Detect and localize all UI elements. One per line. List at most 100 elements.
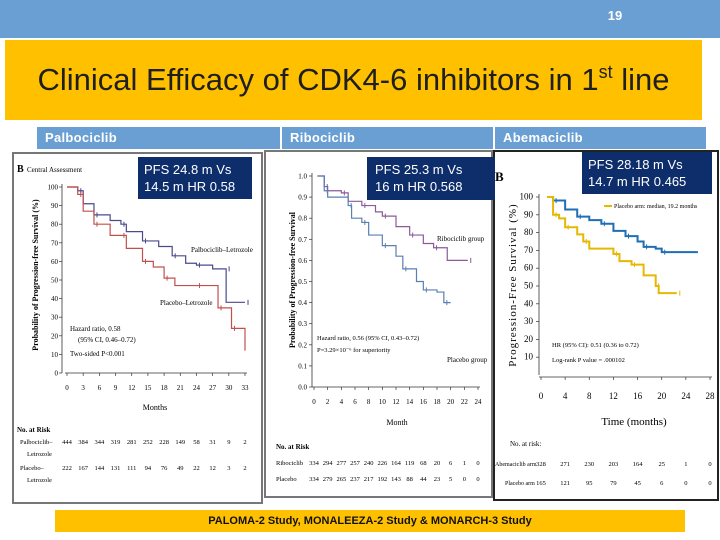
x-tick-label: 3 (81, 384, 85, 392)
pfs-summary-abemaciclib: PFS 28.18 m Vs 14.7 m HR 0.465 (582, 152, 712, 194)
x-tick-label: 27 (209, 384, 217, 392)
x-tick-label: 20 (447, 398, 455, 406)
at-risk-value: 12 (209, 465, 216, 472)
ribociclib-panel (264, 150, 493, 498)
x-tick-label: 4 (563, 391, 568, 401)
at-risk-value: 23 (434, 476, 441, 483)
at-risk-label: Ribociclib (276, 460, 303, 467)
at-risk-value: 265 (336, 476, 346, 483)
y-tick-label: 50 (524, 281, 534, 291)
at-risk-value: 165 (536, 480, 546, 487)
y-tick-label: 30 (51, 314, 59, 322)
x-tick-label: 16 (420, 398, 428, 406)
header-abemaciclib: Abemaciclib (495, 127, 706, 149)
at-risk-label: Placebo arm (505, 481, 535, 487)
at-risk-title: No. at risk: (510, 440, 541, 448)
at-risk-value: 164 (391, 460, 402, 467)
at-risk-value: 58 (193, 439, 200, 446)
y-tick-label: 70 (524, 245, 534, 255)
title-banner (5, 40, 702, 120)
at-risk-value: 131 (111, 465, 121, 472)
at-risk-value: 31 (209, 439, 216, 446)
at-risk-value: 0 (684, 480, 687, 487)
pfs-line: 14.7 m HR 0.465 (588, 174, 687, 189)
at-risk-value: 88 (406, 476, 413, 483)
y-tick-label: 60 (524, 263, 534, 273)
y-tick-label: 0.8 (298, 215, 307, 223)
x-tick-label: 28 (706, 391, 716, 401)
at-risk-value: 228 (159, 439, 169, 446)
km-curve-placebo (547, 196, 677, 295)
page-number: 19 (607, 8, 623, 23)
hr-text-1: Hazard ratio, 0.58 (70, 325, 121, 333)
x-tick-label: 6 (98, 384, 102, 392)
at-risk-value: 192 (377, 476, 387, 483)
x-tick-label: 24 (475, 398, 483, 406)
study-footer: PALOMA-2 Study, MONALEEZA-2 Study & MONA… (55, 510, 685, 532)
at-risk-value: 344 (94, 439, 105, 446)
header-palbociclib: Palbociclib (37, 127, 280, 149)
at-risk-value: 79 (610, 480, 617, 487)
y-tick-label: 0.0 (298, 384, 307, 392)
at-risk-value: 257 (350, 460, 361, 467)
x-tick-label: 21 (177, 384, 185, 392)
at-risk-label: Abemaciclib arm (495, 462, 537, 468)
at-risk-value: 3 (227, 465, 230, 472)
at-risk-value: 0 (463, 476, 466, 483)
at-risk-value: 2 (243, 439, 246, 446)
at-risk-value: 111 (127, 465, 136, 472)
at-risk-title: No. at Risk (276, 443, 309, 451)
at-risk-value: 68 (420, 460, 427, 467)
title-main: Clinical Efficacy of CDK4-6 inhibitors i… (37, 62, 599, 97)
at-risk-value: 277 (336, 460, 347, 467)
at-risk-value: 95 (586, 480, 593, 487)
x-tick-label: 18 (161, 384, 169, 392)
at-risk-title: No. at Risk (17, 426, 50, 434)
at-risk-value: 252 (143, 439, 153, 446)
panel-letter: B (17, 164, 24, 175)
at-risk-value: 230 (584, 461, 594, 468)
y-tick-label: 90 (524, 209, 534, 219)
y-tick-label: 0 (55, 370, 59, 378)
km-curve-placebo (67, 186, 246, 351)
y-tick-label: 80 (524, 227, 534, 237)
at-risk-value: 294 (323, 460, 334, 467)
series-label-placebo: Placebo–Letrozole (160, 299, 212, 307)
at-risk-value: 0 (708, 461, 711, 468)
y-tick-label: 0.5 (298, 278, 307, 286)
at-risk-value: 334 (309, 460, 320, 467)
at-risk-value: 6 (449, 460, 453, 467)
y-tick-label: 50 (51, 277, 59, 285)
pfs-line: PFS 24.8 m Vs (144, 162, 232, 177)
x-tick-label: 12 (393, 398, 401, 406)
y-axis-label: Progression-Free Survival (%) (507, 203, 519, 366)
at-risk-value: 444 (62, 439, 73, 446)
at-risk-value: 281 (127, 439, 137, 446)
x-tick-label: 12 (609, 391, 618, 401)
at-risk-value: 76 (161, 465, 168, 472)
at-risk-value: 25 (658, 461, 665, 468)
x-tick-label: 14 (406, 398, 414, 406)
x-tick-label: 0 (65, 384, 69, 392)
y-tick-label: 100 (48, 184, 59, 192)
pfs-line: 14.5 m HR 0.58 (144, 179, 236, 194)
x-tick-label: 10 (379, 398, 387, 406)
hr-text-1: Hazard ratio, 0.56 (95% CI, 0.43–0.72) (317, 335, 419, 342)
x-tick-label: 12 (128, 384, 136, 392)
y-tick-label: 60 (51, 258, 59, 266)
at-risk-value: 149 (175, 439, 185, 446)
at-risk-label: Placebo (276, 476, 297, 483)
at-risk-value: 6 (660, 480, 664, 487)
at-risk-value: 384 (78, 439, 89, 446)
y-tick-label: 0.4 (298, 299, 307, 307)
y-tick-label: 70 (51, 239, 59, 247)
y-tick-label: 20 (51, 332, 59, 340)
header-ribociclib: Ribociclib (282, 127, 493, 149)
at-risk-value: 20 (434, 460, 441, 467)
top-band (0, 0, 720, 38)
y-tick-label: 0.6 (298, 257, 307, 265)
km-curve-treatment (67, 186, 245, 303)
y-tick-label: 10 (51, 351, 59, 359)
at-risk-value: 0 (708, 480, 711, 487)
